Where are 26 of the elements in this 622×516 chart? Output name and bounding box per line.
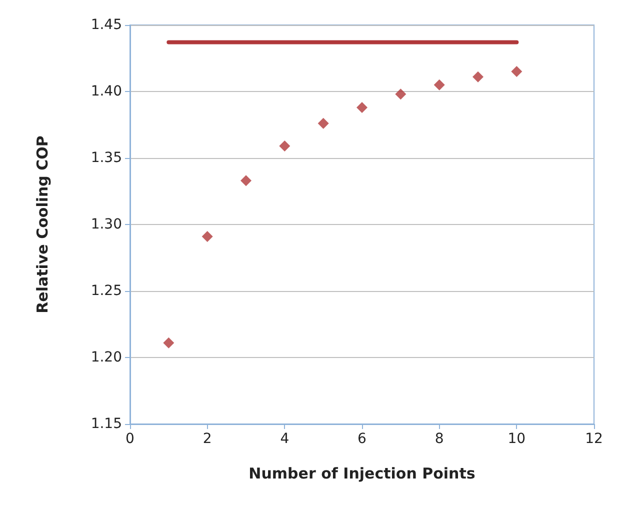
y-tick-label: 1.15 [90,416,122,432]
point [472,71,484,82]
y-tick-label: 1.45 [90,17,122,33]
x-tick-label: 10 [508,431,526,447]
point [356,102,368,113]
point [202,230,213,242]
x-tick-label: 4 [280,431,290,447]
x-tick-label: 6 [358,431,367,447]
x-axis-title: Number of Injection Points [248,464,476,482]
point [318,118,329,129]
point [163,337,174,348]
y-tick-label: 1.25 [90,283,122,299]
point [434,79,445,90]
point [240,175,252,186]
point [279,140,290,152]
y-tick-label: 1.30 [90,216,122,232]
x-tick-label: 2 [202,431,212,447]
y-axis-title: Relative Cooling COP [34,136,52,314]
point [395,88,406,100]
y-tick-label: 1.20 [90,350,122,366]
x-tick-label: 0 [126,431,134,447]
y-tick-label: 1.35 [90,150,122,166]
point [511,66,522,78]
x-tick-label: 12 [585,431,603,447]
x-tick-label: 8 [434,431,444,447]
y-tick-label: 1.40 [90,84,122,100]
